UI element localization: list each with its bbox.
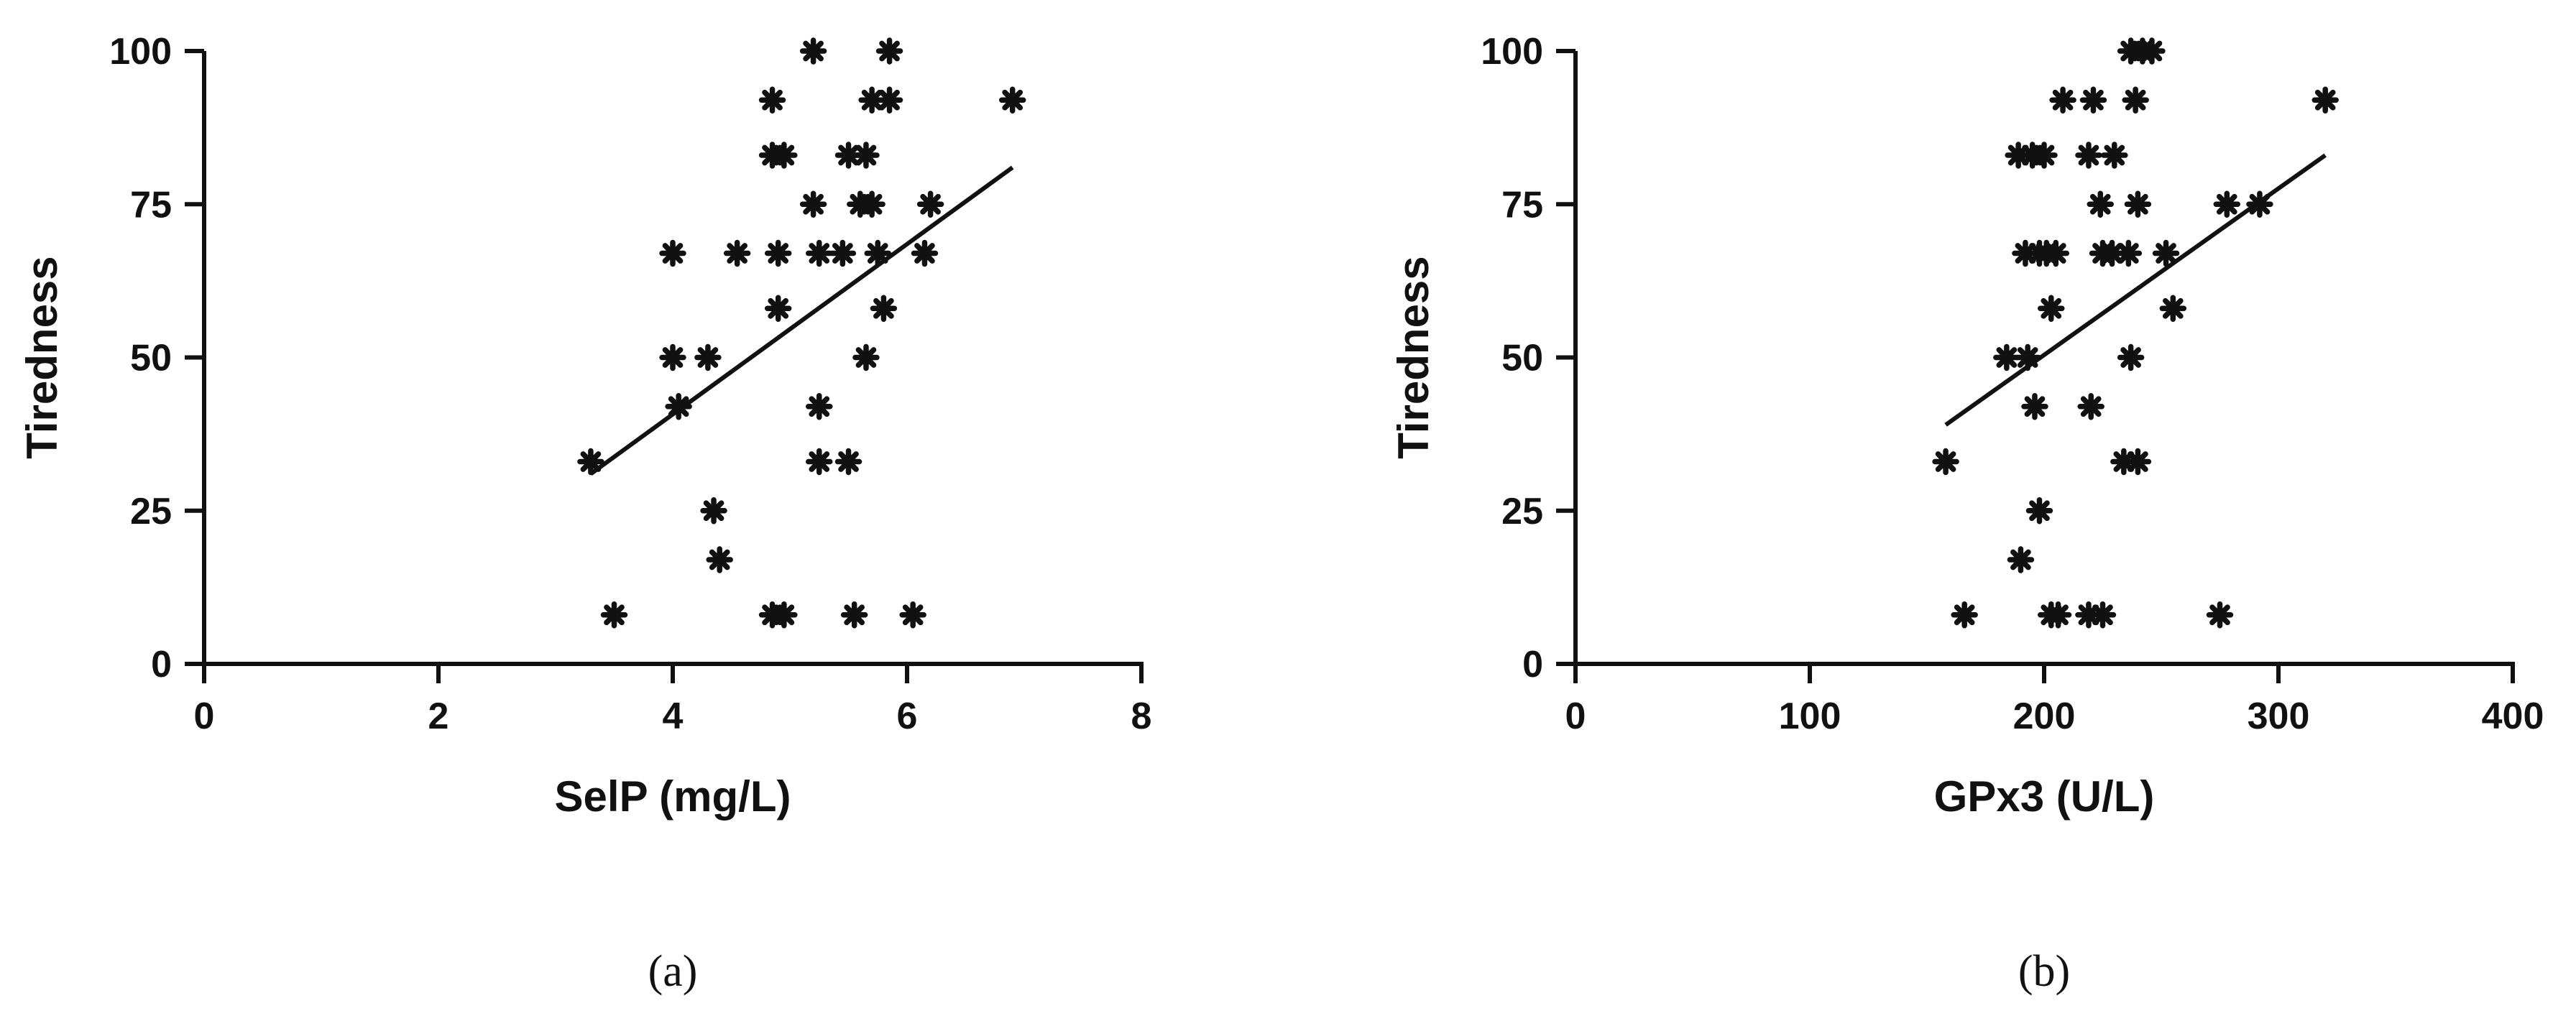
data-point bbox=[2249, 193, 2271, 215]
x-tick-label: 8 bbox=[1131, 696, 1152, 737]
data-point bbox=[867, 242, 888, 264]
data-point bbox=[2127, 451, 2148, 473]
data-point bbox=[855, 347, 877, 369]
data-point bbox=[773, 604, 795, 626]
data-point bbox=[2120, 347, 2142, 369]
data-point bbox=[662, 242, 684, 264]
data-point bbox=[2089, 193, 2111, 215]
data-point bbox=[2125, 89, 2146, 111]
data-point bbox=[773, 144, 795, 166]
panel-label: (b) bbox=[2018, 947, 2070, 996]
data-point bbox=[604, 604, 625, 626]
y-tick-label: 25 bbox=[130, 491, 172, 532]
data-point bbox=[709, 549, 730, 570]
y-tick-label: 25 bbox=[1501, 491, 1543, 532]
data-point bbox=[2048, 604, 2069, 626]
y-axis-title: Tiredness bbox=[18, 256, 66, 458]
y-tick-label: 50 bbox=[1501, 338, 1543, 379]
x-tick-label: 400 bbox=[2482, 696, 2544, 737]
y-tick-label: 75 bbox=[130, 184, 172, 226]
data-point bbox=[2141, 40, 2163, 62]
data-point bbox=[2024, 396, 2046, 417]
data-point bbox=[2104, 144, 2125, 166]
data-point bbox=[809, 451, 830, 473]
chart-panels: 0 2 4 6 8 0 25 50 75 100 SelP (mg/L) Tiredness (a) 0 1… bbox=[18, 31, 2544, 996]
x-axis-title: GPx3 (U/L) bbox=[1934, 772, 2155, 821]
y-axis-title: Tiredness bbox=[1389, 256, 1438, 458]
data-point bbox=[803, 40, 824, 62]
data-point bbox=[2082, 89, 2104, 111]
data-point bbox=[914, 242, 935, 264]
x-tick-label: 100 bbox=[1779, 696, 1841, 737]
data-point bbox=[1954, 604, 1975, 626]
data-point bbox=[2017, 347, 2038, 369]
x-tick-label: 200 bbox=[2013, 696, 2076, 737]
data-point bbox=[2092, 604, 2114, 626]
x-tick-label: 0 bbox=[1565, 696, 1586, 737]
x-tick-label: 6 bbox=[897, 696, 918, 737]
chart-panel-2: 0 100 200 300 400 0 25 50 75 100 GPx3 (U/L) Tiredne… bbox=[1389, 31, 2544, 996]
data-point bbox=[844, 604, 865, 626]
data-point bbox=[855, 144, 877, 166]
data-point bbox=[2209, 604, 2231, 626]
y-tick-label: 100 bbox=[1481, 31, 1543, 73]
data-point bbox=[920, 193, 942, 215]
data-point bbox=[832, 242, 853, 264]
data-point bbox=[1935, 451, 1956, 473]
data-point bbox=[2033, 144, 2055, 166]
data-point bbox=[768, 297, 789, 319]
data-point bbox=[2080, 396, 2102, 417]
x-tick-label: 4 bbox=[663, 696, 684, 737]
data-point bbox=[879, 89, 901, 111]
data-point bbox=[2078, 144, 2099, 166]
y-tick-label: 75 bbox=[1501, 184, 1543, 226]
data-point bbox=[2127, 193, 2148, 215]
data-point bbox=[2010, 549, 2031, 570]
data-point bbox=[2028, 500, 2050, 522]
data-point bbox=[2216, 193, 2237, 215]
x-tick-label: 2 bbox=[428, 696, 449, 737]
data-point bbox=[1996, 347, 2018, 369]
data-point bbox=[879, 40, 901, 62]
data-point bbox=[873, 297, 894, 319]
chart-panel-1: 0 2 4 6 8 0 25 50 75 100 SelP (mg/L) Tiredness (a) bbox=[18, 31, 1151, 996]
data-point bbox=[2314, 89, 2336, 111]
x-tick-label: 300 bbox=[2248, 696, 2310, 737]
data-point bbox=[2052, 89, 2074, 111]
data-point bbox=[580, 451, 602, 473]
data-point bbox=[902, 604, 924, 626]
x-axis-title: SelP (mg/L) bbox=[555, 772, 791, 821]
y-tick-label: 0 bbox=[1522, 644, 1543, 685]
data-point bbox=[861, 193, 883, 215]
data-point bbox=[803, 193, 824, 215]
data-point bbox=[697, 347, 719, 369]
data-point bbox=[2156, 242, 2177, 264]
data-point bbox=[703, 500, 724, 522]
data-point bbox=[762, 89, 783, 111]
x-tick-label: 0 bbox=[194, 696, 215, 737]
data-point bbox=[2045, 242, 2066, 264]
data-point bbox=[662, 347, 684, 369]
data-point bbox=[1002, 89, 1024, 111]
data-point bbox=[838, 451, 860, 473]
panel-label: (a) bbox=[648, 947, 698, 996]
y-tick-label: 50 bbox=[130, 338, 172, 379]
data-point bbox=[2117, 242, 2139, 264]
data-point bbox=[809, 396, 830, 417]
data-point bbox=[2162, 297, 2184, 319]
data-point bbox=[668, 396, 689, 417]
data-point bbox=[2041, 297, 2062, 319]
data-point bbox=[727, 242, 748, 264]
y-tick-label: 100 bbox=[109, 31, 172, 73]
data-point bbox=[809, 242, 830, 264]
data-point bbox=[768, 242, 789, 264]
regression-line bbox=[589, 165, 1014, 476]
y-tick-label: 0 bbox=[151, 644, 172, 685]
